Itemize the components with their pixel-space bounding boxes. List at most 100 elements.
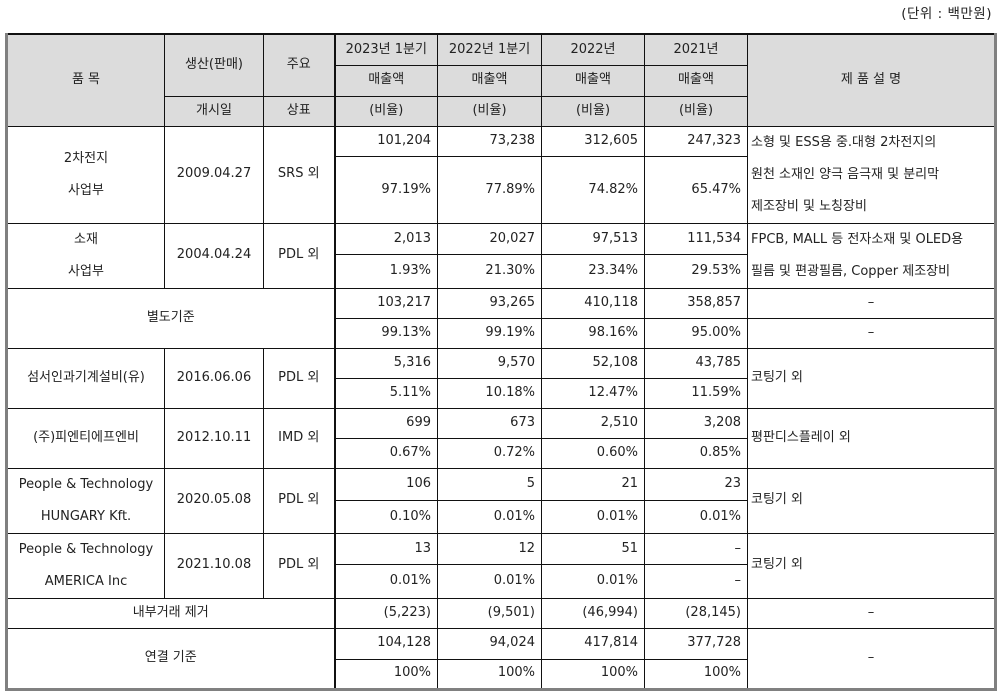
header-period-metric: 매출액 bbox=[541, 64, 645, 97]
header-row-3: 개시일 상표 (비율) (비율) (비율) (비율) bbox=[7, 95, 996, 127]
sales-value: 43,785 bbox=[644, 347, 748, 379]
start-date: 2012.10.11 bbox=[164, 407, 264, 469]
item-name-line1: People & Technology bbox=[18, 476, 154, 492]
table-row-elimination: 내부거래 제거 (5,223) (9,501) (46,994) (28,145… bbox=[6, 597, 996, 629]
ratio-value: 5.11% bbox=[334, 377, 438, 409]
header-brand-top: 주요 bbox=[263, 33, 336, 97]
sales-value: 111,534 bbox=[644, 222, 748, 255]
ratio-value: 12.47% bbox=[541, 377, 645, 409]
ratio-value: 23.34% bbox=[541, 253, 645, 289]
start-date: 2016.06.06 bbox=[164, 347, 264, 409]
ratio-value: 21.30% bbox=[437, 253, 542, 289]
item-name-line2: 사업부 bbox=[68, 182, 104, 198]
ratio-value: 100% bbox=[541, 658, 645, 690]
item-name: (주)피엔티에프엔비 bbox=[6, 407, 165, 469]
brand: PDL 외 bbox=[263, 222, 336, 289]
sales-value: 73,238 bbox=[437, 125, 542, 158]
header-period-year: 2022년 bbox=[541, 33, 645, 66]
sales-value: (28,145) bbox=[644, 597, 748, 629]
sales-value: 247,323 bbox=[644, 125, 748, 158]
product-description: 코팅기 외 bbox=[747, 532, 996, 599]
sales-value: 312,605 bbox=[541, 125, 645, 158]
ratio-value: 0.01% bbox=[541, 563, 645, 599]
description-line: 제조장비 및 노칭장비 bbox=[751, 198, 867, 214]
ratio-value: 65.47% bbox=[644, 156, 748, 224]
description-line: FPCB, MALL 등 전자소재 및 OLED용 bbox=[751, 231, 964, 247]
ratio-value: 77.89% bbox=[437, 156, 542, 224]
sales-value: 5,316 bbox=[334, 347, 438, 379]
sales-value: 93,265 bbox=[437, 287, 542, 319]
table-row: People & Technology HUNGARY Kft. 2020.05… bbox=[6, 467, 996, 534]
item-name: 연결 기준 bbox=[6, 627, 336, 690]
header-period-year: 2022년 1분기 bbox=[437, 33, 542, 66]
sales-value: 103,217 bbox=[334, 287, 438, 319]
table-row-subtotal: 별도기준 103,217 93,265 410,118 358,857 – bbox=[6, 287, 996, 349]
sales-value: – bbox=[644, 532, 748, 565]
header-brand-bottom: 상표 bbox=[263, 95, 336, 127]
ratio-value: 100% bbox=[644, 658, 748, 690]
product-description: – bbox=[747, 627, 996, 690]
ratio-value: – bbox=[644, 563, 748, 599]
start-date: 2020.05.08 bbox=[164, 467, 264, 534]
product-description: 코팅기 외 bbox=[747, 347, 996, 409]
item-name: 소재 사업부 bbox=[6, 222, 165, 289]
ratio-value: 0.01% bbox=[437, 500, 542, 534]
header-item: 품 목 bbox=[6, 33, 165, 127]
ratio-value: 29.53% bbox=[644, 253, 748, 289]
header-period-metric: 매출액 bbox=[644, 64, 748, 97]
brand: IMD 외 bbox=[263, 407, 336, 469]
header-period-year: 2021년 bbox=[644, 33, 748, 66]
sales-value: 101,204 bbox=[334, 125, 438, 158]
sales-value: 358,857 bbox=[644, 287, 748, 319]
table-row: People & Technology AMERICA Inc 2021.10.… bbox=[6, 532, 996, 599]
table-row: 0.67% 0.72% 0.60% 0.85% bbox=[7, 437, 996, 469]
table-row-total: 연결 기준 104,128 94,024 417,814 377,728 – bbox=[6, 627, 996, 690]
sales-value: 106 bbox=[334, 467, 438, 501]
sales-value: (5,223) bbox=[334, 597, 438, 629]
ratio-value: 100% bbox=[437, 658, 542, 690]
sales-value: 2,013 bbox=[334, 222, 438, 255]
ratio-value: 99.19% bbox=[437, 317, 542, 349]
item-name: 섬서인과기계설비(유) bbox=[6, 347, 165, 409]
brand: SRS 외 bbox=[263, 125, 336, 224]
product-description: 평판디스플레이 외 bbox=[747, 407, 996, 469]
start-date: 2004.04.24 bbox=[164, 222, 264, 289]
brand: PDL 외 bbox=[263, 532, 336, 599]
ratio-value: 0.01% bbox=[644, 500, 748, 534]
sales-value: 52,108 bbox=[541, 347, 645, 379]
brand: PDL 외 bbox=[263, 467, 336, 534]
description-line: 소형 및 ESS용 중.대형 2차전지의 bbox=[751, 134, 937, 150]
product-description: – bbox=[747, 317, 996, 349]
ratio-value: 95.00% bbox=[644, 317, 748, 349]
sales-by-product-table: 품 목 생산(판매) 주요 2023년 1분기 2022년 1분기 2022년 … bbox=[5, 33, 997, 691]
table-row: 0.10% 0.01% 0.01% 0.01% bbox=[7, 500, 996, 534]
sales-value: 20,027 bbox=[437, 222, 542, 255]
ratio-value: 74.82% bbox=[541, 156, 645, 224]
ratio-value: 97.19% bbox=[334, 156, 438, 224]
sales-value: (9,501) bbox=[437, 597, 542, 629]
item-name-line2: AMERICA Inc bbox=[44, 573, 128, 589]
sales-value: 51 bbox=[541, 532, 645, 565]
ratio-value: 99.13% bbox=[334, 317, 438, 349]
sales-value: 12 bbox=[437, 532, 542, 565]
item-name-line1: People & Technology bbox=[18, 541, 154, 557]
ratio-value: 0.01% bbox=[541, 500, 645, 534]
ratio-value: 100% bbox=[334, 658, 438, 690]
sales-value: (46,994) bbox=[541, 597, 645, 629]
sales-value: 9,570 bbox=[437, 347, 542, 379]
sales-value: 410,118 bbox=[541, 287, 645, 319]
header-start-date-bottom: 개시일 bbox=[164, 95, 264, 127]
sales-value: 3,208 bbox=[644, 407, 748, 439]
product-description: FPCB, MALL 등 전자소재 및 OLED용 필름 및 편광필름, Cop… bbox=[747, 222, 996, 289]
product-description: – bbox=[747, 597, 996, 629]
ratio-value: 0.60% bbox=[541, 437, 645, 469]
table-row-subtotal: 99.13% 99.19% 98.16% 95.00% – bbox=[7, 317, 996, 349]
table-row: 2차전지 사업부 2009.04.27 SRS 외 101,204 73,238… bbox=[6, 125, 996, 224]
ratio-value: 98.16% bbox=[541, 317, 645, 349]
sales-value: 104,128 bbox=[334, 627, 438, 660]
item-name: People & Technology AMERICA Inc bbox=[6, 532, 165, 599]
header-period-metric: 매출액 bbox=[437, 64, 542, 97]
table-row: 0.01% 0.01% 0.01% – bbox=[7, 563, 996, 599]
item-name: People & Technology HUNGARY Kft. bbox=[6, 467, 165, 534]
table-row: 5.11% 10.18% 12.47% 11.59% bbox=[7, 377, 996, 409]
